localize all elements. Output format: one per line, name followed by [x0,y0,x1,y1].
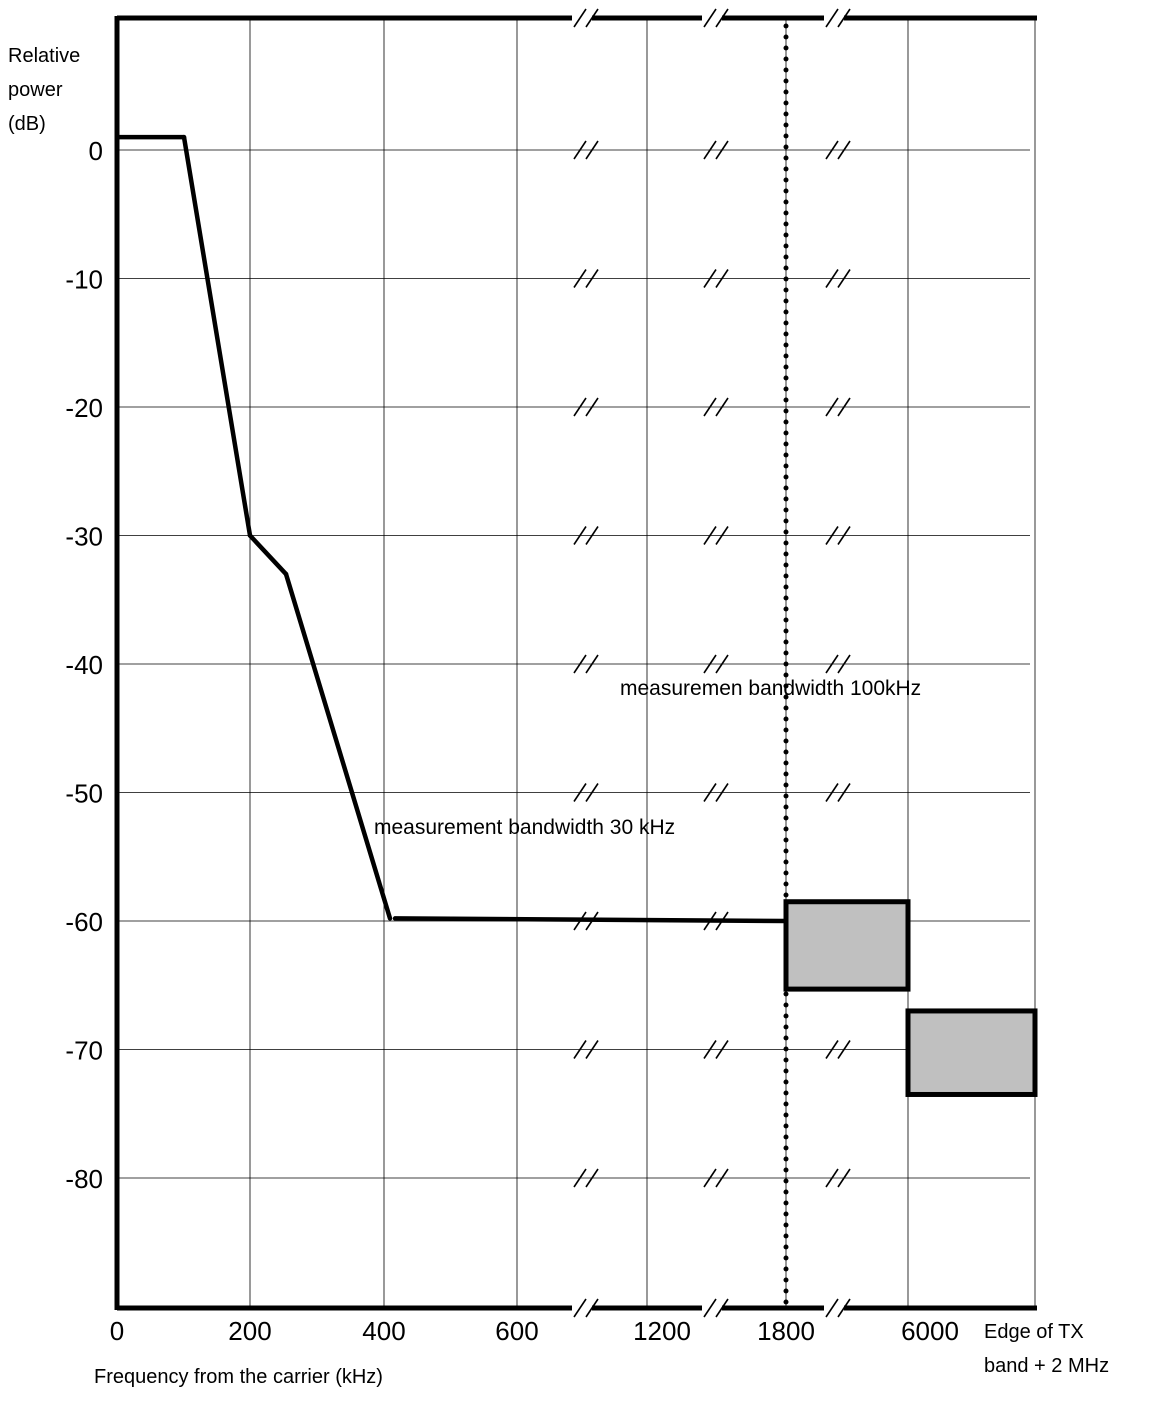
y-tick-label-7: -70 [65,1036,103,1066]
x-tick-label-0: 0 [110,1316,124,1346]
break-mark-10-1-0 [703,1168,717,1188]
break-mark-5-1-0 [703,526,717,545]
y-axis-label-line-3: (dB) [8,113,46,135]
series-lines [114,134,789,924]
break-mark-7-1-1 [715,783,729,802]
break-mark-5-1-1 [715,526,729,545]
y-tick-label-6: -60 [65,907,103,937]
break-mark-9-1-1 [715,1040,729,1059]
break-mark-10-2-1 [837,1168,851,1188]
break-mark-10-2-0 [825,1168,839,1188]
x-tick-label-6: 6000 [901,1316,959,1346]
x-end-label-line-1: Edge of TX [984,1321,1084,1343]
x-tick-label-5: 1800 [757,1316,815,1346]
break-mark-5-2-1 [837,526,851,545]
break-mark-3-1-1 [715,269,729,288]
shaded-regions [783,899,1038,1097]
series-0-segment-2 [247,533,289,577]
plot-frame [114,15,1037,1311]
break-mark-9-1-0 [703,1040,717,1059]
x-end-label-line-2: band + 2 MHz [984,1355,1109,1377]
y-tick-label-5: -50 [65,779,103,809]
break-mark-7-0-1 [585,783,599,802]
break-mark-4-0-1 [585,397,599,417]
break-mark-10-1-1 [715,1168,729,1188]
break-mark-4-1-0 [703,397,717,417]
break-mark-10-0-1 [585,1168,599,1188]
break-mark-1-1-0 [703,1298,717,1318]
break-mark-6-0-1 [585,654,599,674]
y-tick-label-4: -40 [65,650,103,680]
break-mark-7-0-0 [573,783,587,802]
y-axis-label-line-1: Relative [8,45,80,67]
break-mark-3-2-1 [837,269,851,288]
break-mark-5-0-0 [573,526,587,545]
y-tick-label-2: -20 [65,393,103,423]
break-mark-0-1-1 [715,8,729,28]
break-mark-3-0-0 [573,269,587,288]
break-mark-2-0-0 [573,140,587,160]
break-mark-9-2-0 [825,1040,839,1059]
annotation-30khz: measurement bandwidth 30 kHz [374,816,675,839]
break-mark-0-2-0 [825,8,839,28]
break-mark-9-0-0 [573,1040,587,1059]
break-mark-0-1-0 [703,8,717,28]
break-mark-7-1-0 [703,783,717,802]
y-tick-label-3: -30 [65,522,103,552]
break-mark-3-0-1 [585,269,599,288]
shaded-region-0 [783,899,911,992]
shaded-region-1 [905,1008,1038,1097]
series-0-segment-3 [283,571,393,921]
break-mark-0-0-0 [573,8,587,28]
break-mark-2-1-1 [715,140,729,160]
x-tick-label-2: 400 [362,1316,405,1346]
x-tick-label-1: 200 [228,1316,271,1346]
annotation-100khz: measuremen bandwidth 100kHz [620,677,921,700]
break-mark-0-0-1 [585,8,599,28]
x-axis-label: Frequency from the carrier (kHz) [94,1366,383,1388]
break-mark-1-2-0 [825,1298,839,1318]
break-mark-2-0-1 [585,140,599,160]
break-mark-6-0-0 [573,654,587,674]
break-mark-9-0-1 [585,1040,599,1059]
y-tick-label-8: -80 [65,1164,103,1194]
series-0-segment-4 [392,916,789,924]
x-tick-label-4: 1200 [633,1316,691,1346]
break-mark-1-0-0 [573,1298,587,1318]
break-mark-2-1-0 [703,140,717,160]
y-tick-label-0: 0 [89,136,103,166]
x-tick-label-3: 600 [495,1316,538,1346]
series-0-segment-1 [181,134,253,538]
break-mark-0-2-1 [837,8,851,28]
break-mark-1-1-1 [715,1298,729,1318]
break-mark-3-2-0 [825,269,839,288]
break-mark-5-0-1 [585,526,599,545]
break-mark-4-2-0 [825,397,839,417]
break-mark-9-2-1 [837,1040,851,1059]
break-mark-6-1-1 [715,654,729,674]
break-mark-4-2-1 [837,397,851,417]
break-mark-6-1-0 [703,654,717,674]
break-mark-2-2-0 [825,140,839,160]
break-mark-7-2-0 [825,783,839,802]
break-mark-1-0-1 [585,1298,599,1318]
break-mark-1-2-1 [837,1298,851,1318]
break-mark-4-1-1 [715,397,729,417]
break-mark-4-0-0 [573,397,587,417]
break-mark-10-0-0 [573,1168,587,1188]
break-mark-6-2-1 [837,654,851,674]
tick-labels: 0 -10 -20 -30 -40 -50 -60 -70 -80 0 200 400 600 1200 1… [65,136,959,1346]
break-mark-6-2-0 [825,654,839,674]
y-axis-label-line-2: power [8,79,63,101]
y-tick-label-1: -10 [65,265,103,295]
break-mark-7-2-1 [837,783,851,802]
break-mark-3-1-0 [703,269,717,288]
break-mark-5-2-0 [825,526,839,545]
break-mark-2-2-1 [837,140,851,160]
